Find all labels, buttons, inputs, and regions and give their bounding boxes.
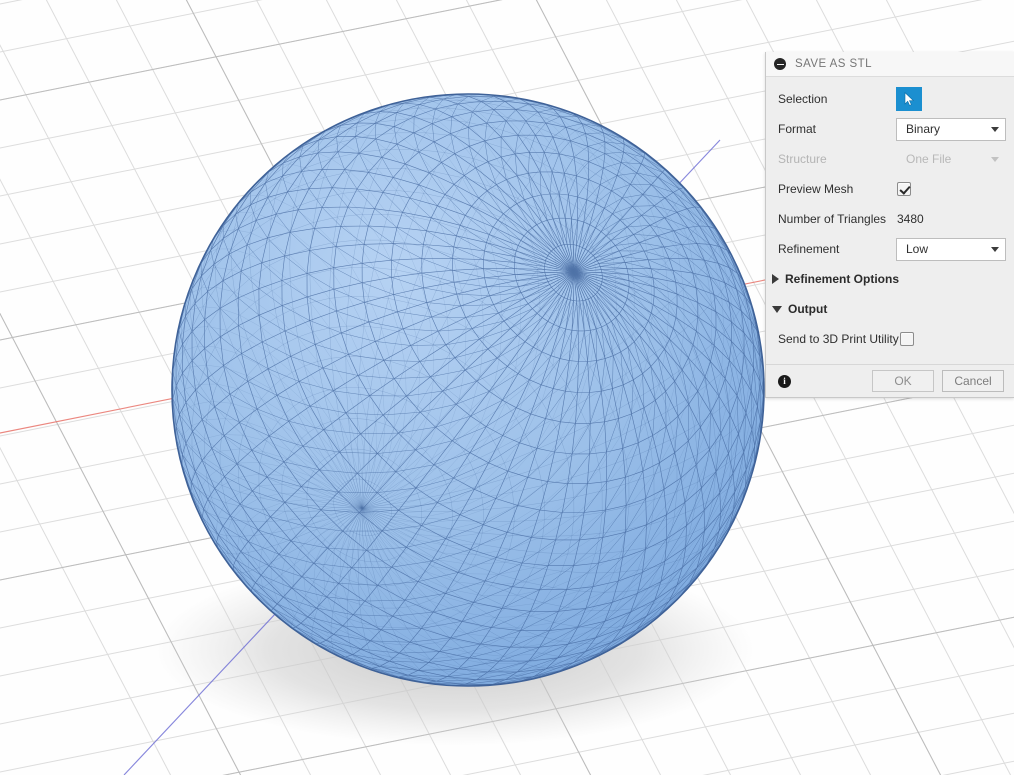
selection-picker-button[interactable]	[896, 87, 922, 111]
dialog-footer: i OK Cancel	[766, 364, 1014, 397]
chevron-down-icon	[991, 156, 999, 162]
chevron-down-icon	[991, 246, 999, 252]
send-to-3d-print-utility-label: Send to 3D Print Utility	[778, 332, 899, 346]
triangle-right-icon	[772, 274, 779, 284]
row-format: Format Binary	[766, 114, 1014, 144]
minus-circle-icon[interactable]	[774, 58, 786, 70]
send-to-3d-print-utility-checkbox[interactable]	[899, 332, 914, 346]
refinement-options-title: Refinement Options	[785, 272, 900, 286]
row-number-of-triangles: Number of Triangles 3480	[766, 204, 1014, 234]
save-as-stl-dialog: SAVE AS STL Selection Format	[765, 52, 1014, 398]
row-selection: Selection	[766, 84, 1014, 114]
output-title: Output	[788, 302, 828, 316]
refinement-label: Refinement	[778, 242, 840, 256]
cursor-arrow-icon	[904, 92, 914, 106]
format-dropdown[interactable]: Binary	[896, 117, 1006, 141]
triangle-down-icon	[772, 305, 782, 313]
dialog-title: SAVE AS STL	[795, 58, 872, 70]
refinement-value: Low	[906, 242, 929, 256]
section-output[interactable]: Output	[766, 294, 1014, 324]
dialog-body: Selection Format Binary	[766, 77, 1014, 364]
refinement-dropdown[interactable]: Low	[896, 237, 1006, 261]
chevron-down-icon	[991, 126, 999, 132]
row-send-to-3d-print-utility: Send to 3D Print Utility	[766, 324, 1014, 354]
cancel-button[interactable]: Cancel	[942, 370, 1004, 392]
row-structure: Structure One File	[766, 144, 1014, 174]
number-of-triangles-label: Number of Triangles	[778, 212, 887, 226]
format-label: Format	[778, 122, 817, 136]
number-of-triangles-value: 3480	[897, 212, 924, 226]
row-preview-mesh: Preview Mesh	[766, 174, 1014, 204]
section-refinement-options[interactable]: Refinement Options	[766, 264, 1014, 294]
row-refinement: Refinement Low	[766, 234, 1014, 264]
structure-dropdown: One File	[896, 148, 1006, 171]
ok-button[interactable]: OK	[872, 370, 934, 392]
preview-mesh-label: Preview Mesh	[778, 182, 854, 196]
selection-label: Selection	[778, 92, 828, 106]
preview-mesh-checkbox[interactable]	[897, 182, 911, 196]
format-value: Binary	[906, 122, 941, 136]
structure-value: One File	[906, 152, 952, 166]
dialog-titlebar[interactable]: SAVE AS STL	[766, 52, 1014, 77]
structure-label: Structure	[778, 152, 827, 166]
info-icon[interactable]: i	[778, 374, 791, 388]
